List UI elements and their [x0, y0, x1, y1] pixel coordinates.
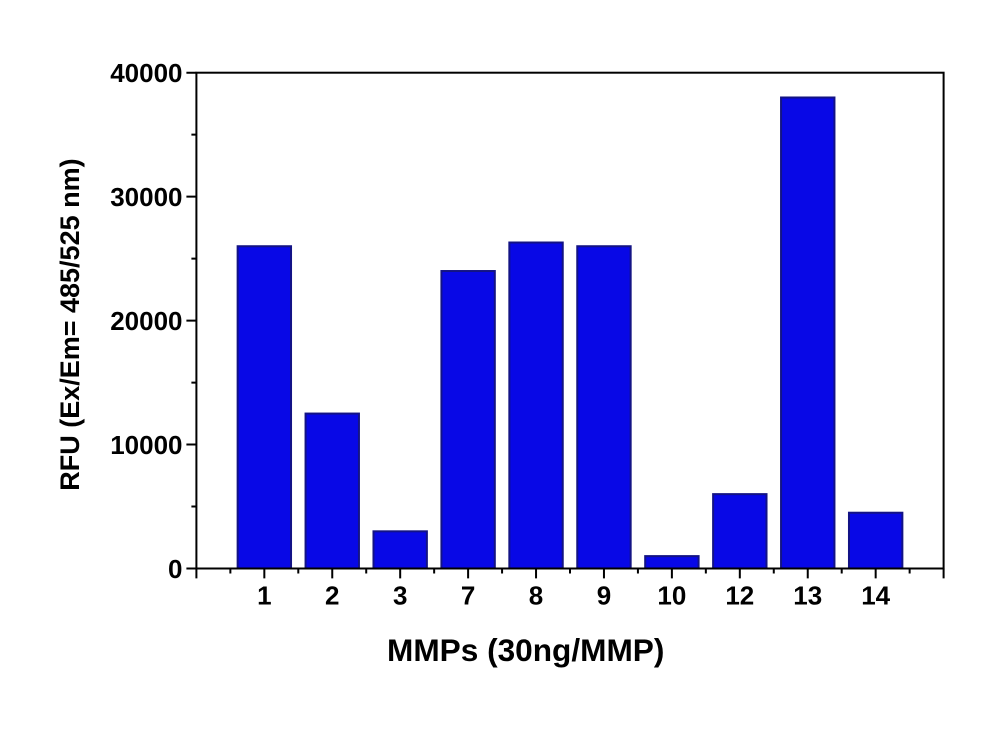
svg-text:3: 3 [393, 581, 407, 611]
svg-text:7: 7 [461, 581, 475, 611]
svg-text:2: 2 [325, 581, 339, 611]
svg-text:20000: 20000 [110, 306, 182, 336]
svg-text:14: 14 [861, 581, 890, 611]
svg-text:40000: 40000 [110, 58, 182, 88]
svg-text:13: 13 [793, 581, 822, 611]
svg-text:MMPs (30ng/MMP): MMPs (30ng/MMP) [387, 632, 664, 668]
svg-text:1: 1 [257, 581, 271, 611]
svg-text:RFU (Ex/Em= 485/525 nm): RFU (Ex/Em= 485/525 nm) [55, 158, 85, 490]
svg-text:0: 0 [168, 554, 182, 584]
svg-text:12: 12 [725, 581, 754, 611]
svg-text:9: 9 [597, 581, 611, 611]
svg-text:10: 10 [657, 581, 686, 611]
svg-text:30000: 30000 [110, 182, 182, 212]
svg-text:10000: 10000 [110, 430, 182, 460]
svg-text:8: 8 [529, 581, 543, 611]
